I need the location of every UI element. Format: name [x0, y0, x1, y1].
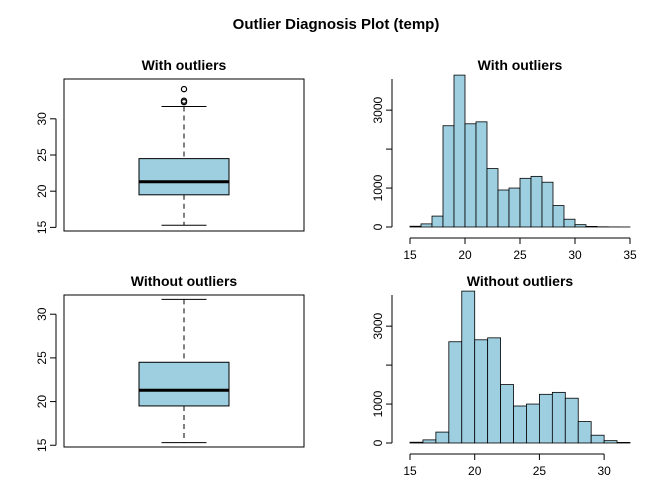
outlier-point — [180, 85, 188, 93]
outlier-point — [180, 97, 188, 104]
histogram-without-outliers-title: Without outliers — [467, 273, 574, 289]
histogram-bar — [513, 405, 527, 444]
histogram-bar — [564, 397, 579, 444]
x-tick-label: 15 — [403, 464, 417, 478]
iqr-box — [138, 361, 230, 407]
y-tick-label: 15 — [35, 438, 49, 452]
histogram-bar — [603, 440, 618, 444]
boxplot-without-outliers-panel: Without outliers 15 20 25 30 — [35, 273, 305, 452]
histogram-with-outliers-panel: With outliers 15 20 25 30 35 0 1000 3000 — [371, 57, 637, 262]
y-tick-label: 3000 — [371, 96, 385, 123]
histogram-bar — [541, 181, 554, 228]
figure-title: Outlier Diagnosis Plot (temp) — [233, 16, 440, 33]
y-tick-label: 3000 — [371, 312, 385, 339]
iqr-box — [138, 158, 230, 196]
histogram-bar — [551, 391, 566, 444]
histogram-bar — [431, 215, 444, 228]
histogram-with-outliers-title: With outliers — [478, 57, 563, 73]
y-tick-label: 25 — [35, 351, 49, 365]
histogram-bar — [508, 187, 521, 228]
histogram-bar — [563, 218, 576, 228]
x-tick-label: 30 — [597, 464, 611, 478]
histogram-bar — [616, 442, 631, 444]
histogram-bar — [519, 177, 532, 228]
histogram-bar — [474, 339, 489, 444]
histogram-bar — [487, 337, 501, 444]
x-tick-label: 25 — [533, 464, 547, 478]
y-tick-label: 1000 — [371, 390, 385, 417]
y-tick-label: 1000 — [371, 174, 385, 201]
histogram-bar — [435, 431, 450, 444]
histogram-bar — [464, 123, 477, 228]
boxplot-with-outliers-panel: With outliers 15 20 25 30 — [35, 57, 305, 234]
boxplot-with-outliers-title: With outliers — [142, 57, 227, 73]
y-tick-label: 25 — [35, 148, 49, 162]
histogram-bar — [422, 439, 437, 444]
plot-frame — [63, 294, 305, 448]
histogram-bar — [453, 74, 466, 228]
y-tick-label: 15 — [35, 220, 49, 234]
histogram-bar — [574, 224, 587, 228]
histogram-bar — [448, 341, 463, 444]
histogram-bar — [497, 189, 510, 228]
histogram-bar — [409, 441, 424, 444]
histogram-bar — [409, 225, 422, 228]
histogram-bar — [585, 226, 598, 228]
histogram-bar — [530, 175, 543, 228]
x-tick-label: 20 — [468, 464, 482, 478]
histogram-bar — [577, 421, 592, 444]
x-tick-label: 30 — [568, 248, 582, 262]
y-tick-label: 20 — [35, 184, 49, 198]
histogram-bar — [475, 121, 488, 228]
plot-frame — [63, 78, 305, 232]
y-tick-label: 20 — [35, 395, 49, 409]
histogram-bar — [590, 434, 605, 444]
y-tick-label: 0 — [371, 223, 385, 230]
histogram-bar — [486, 168, 499, 228]
x-tick-label: 35 — [623, 248, 637, 262]
x-tick-label: 25 — [513, 248, 527, 262]
boxplot-without-outliers-title: Without outliers — [131, 273, 238, 289]
y-tick-label: 30 — [35, 112, 49, 126]
histogram-bar — [461, 290, 476, 444]
histogram-bar — [539, 393, 553, 444]
x-tick-label: 15 — [403, 248, 417, 262]
y-tick-label: 30 — [35, 307, 49, 321]
y-tick-label: 0 — [371, 439, 385, 446]
histogram-bar — [500, 384, 514, 444]
histogram-without-outliers-panel: Without outliers 15 20 25 30 0 1000 3000 — [371, 273, 631, 478]
x-tick-label: 20 — [458, 248, 472, 262]
histogram-bar — [442, 125, 455, 228]
histogram-bar — [526, 403, 540, 444]
histogram-bar — [552, 205, 565, 228]
histogram-bar — [420, 223, 433, 228]
